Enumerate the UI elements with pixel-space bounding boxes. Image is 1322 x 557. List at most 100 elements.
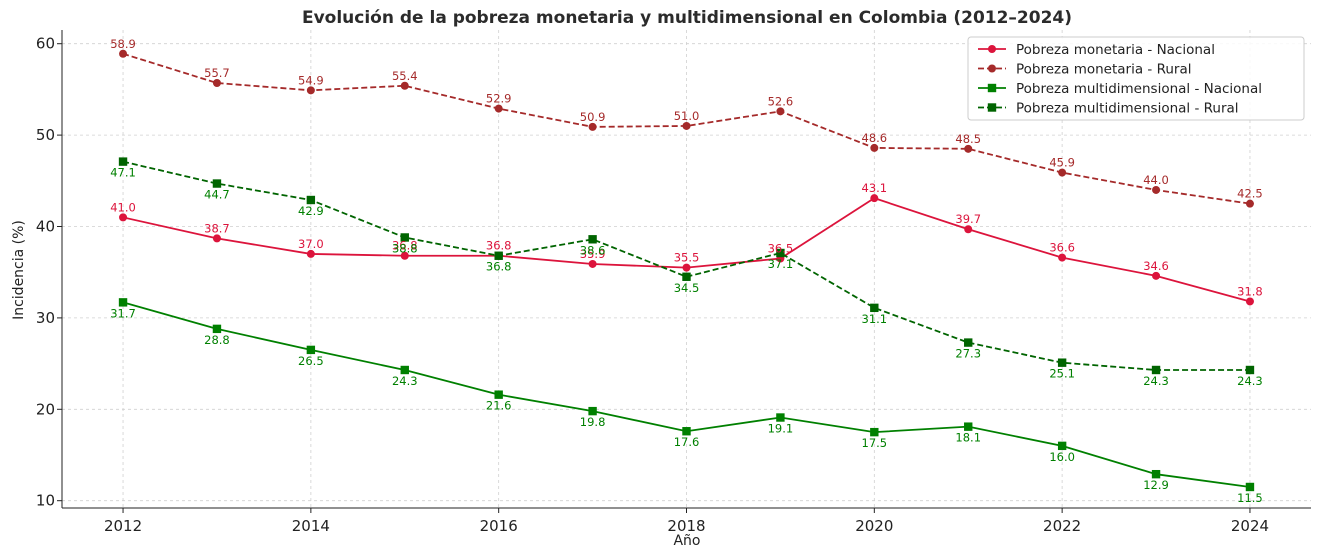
data-point <box>212 79 221 88</box>
legend-label: Pobreza multidimensional - Rural <box>1016 101 1239 117</box>
data-label: 54.9 <box>298 73 324 87</box>
data-label: 38.7 <box>204 221 230 235</box>
x-tick-label: 2020 <box>855 517 893 535</box>
data-label: 21.6 <box>486 399 512 413</box>
series-3 <box>118 157 1255 375</box>
data-label: 55.7 <box>204 66 230 80</box>
data-point <box>1245 482 1255 492</box>
data-point <box>1152 185 1161 194</box>
data-label: 50.9 <box>580 110 606 124</box>
data-point <box>118 298 128 307</box>
data-label: 48.6 <box>862 131 888 145</box>
legend-item: Pobreza multidimensional - Nacional <box>978 81 1262 97</box>
legend-swatch-marker <box>988 64 996 73</box>
y-tick-label: 10 <box>36 492 55 510</box>
data-label: 12.9 <box>1143 478 1169 492</box>
y-tick-label: 30 <box>36 309 55 327</box>
data-label: 55.4 <box>392 69 418 83</box>
data-label: 52.6 <box>768 94 794 108</box>
legend-item: Pobreza monetaria - Rural <box>978 62 1191 78</box>
data-point <box>400 365 409 375</box>
data-point <box>964 144 973 153</box>
data-label: 37.1 <box>768 257 794 271</box>
data-label: 17.6 <box>674 435 700 449</box>
y-tick-label: 20 <box>36 400 55 418</box>
data-point <box>1058 253 1067 262</box>
data-point <box>400 233 409 242</box>
data-label: 19.1 <box>768 422 794 436</box>
legend-box <box>967 36 1305 121</box>
data-label: 31.1 <box>862 312 888 326</box>
data-point <box>212 179 222 188</box>
data-point <box>400 251 409 260</box>
data-point <box>1057 358 1067 367</box>
data-point <box>1152 271 1161 280</box>
data-point <box>306 249 315 258</box>
data-point <box>588 122 597 131</box>
data-label: 47.1 <box>110 166 136 180</box>
series-1 <box>119 49 1254 208</box>
data-label: 26.5 <box>298 354 324 368</box>
data-point <box>1057 441 1067 451</box>
legend-item: Pobreza multidimensional - Rural <box>978 101 1239 117</box>
data-point <box>1245 199 1254 208</box>
legend-label: Pobreza monetaria - Nacional <box>1016 42 1215 58</box>
data-label: 24.3 <box>1237 374 1263 388</box>
axes: 2012 2014 2016 2018 2020 2022 2024 10 20 30 40 50 60 <box>36 30 1311 535</box>
data-point <box>588 259 597 268</box>
data-point <box>964 338 973 347</box>
data-point <box>306 195 316 205</box>
data-point <box>776 413 785 422</box>
data-label: 16.0 <box>1049 450 1075 464</box>
data-label: 39.7 <box>955 212 981 226</box>
data-label: 19.8 <box>580 415 606 429</box>
data-label: 58.9 <box>110 37 136 51</box>
data-point <box>1151 365 1161 375</box>
legend-label: Pobreza multidimensional - Nacional <box>1016 81 1262 97</box>
data-point <box>1058 168 1067 177</box>
data-point <box>1245 297 1254 306</box>
data-point <box>306 86 315 95</box>
x-tick-label: 2016 <box>480 517 518 535</box>
data-label: 31.7 <box>110 306 136 320</box>
x-axis-title: Año <box>673 533 700 549</box>
data-point <box>588 406 597 416</box>
series-2 <box>118 298 1255 492</box>
series-0 <box>119 194 1254 306</box>
data-point <box>212 234 221 243</box>
data-label: 31.8 <box>1237 284 1263 298</box>
data-point <box>1151 469 1161 479</box>
data-label: 44.0 <box>1143 173 1169 187</box>
data-point <box>119 213 128 222</box>
legend-swatch-marker <box>988 45 996 53</box>
x-tick-label: 2018 <box>667 517 705 535</box>
data-label: 37.0 <box>298 237 324 251</box>
data-label: 24.3 <box>392 374 418 388</box>
data-label: 52.9 <box>486 92 512 106</box>
data-label: 11.5 <box>1237 491 1263 505</box>
data-label: 51.0 <box>674 109 700 123</box>
y-tick-label: 50 <box>36 126 55 144</box>
data-point <box>870 427 879 437</box>
data-point <box>682 427 691 436</box>
data-point <box>494 390 503 399</box>
legend-swatch-marker <box>987 83 997 93</box>
x-tick-label: 2024 <box>1231 517 1269 535</box>
data-label: 44.7 <box>204 188 230 202</box>
legend-swatch-marker <box>987 103 997 112</box>
legend: Pobreza monetaria - Nacional Pobreza mone… <box>967 36 1305 121</box>
legend-label: Pobreza monetaria - Rural <box>1016 62 1191 78</box>
data-label: 42.5 <box>1237 187 1263 201</box>
data-label: 45.9 <box>1049 156 1075 170</box>
data-label: 36.5 <box>768 241 794 255</box>
data-label: 38.6 <box>580 243 606 257</box>
data-point <box>776 107 785 116</box>
data-label: 36.8 <box>392 239 418 253</box>
data-label: 42.9 <box>298 204 324 218</box>
data-point <box>306 345 316 355</box>
x-tick-label: 2012 <box>104 517 142 535</box>
data-point <box>682 121 691 130</box>
data-label: 35.5 <box>674 251 700 265</box>
data-label: 36.8 <box>486 239 512 253</box>
